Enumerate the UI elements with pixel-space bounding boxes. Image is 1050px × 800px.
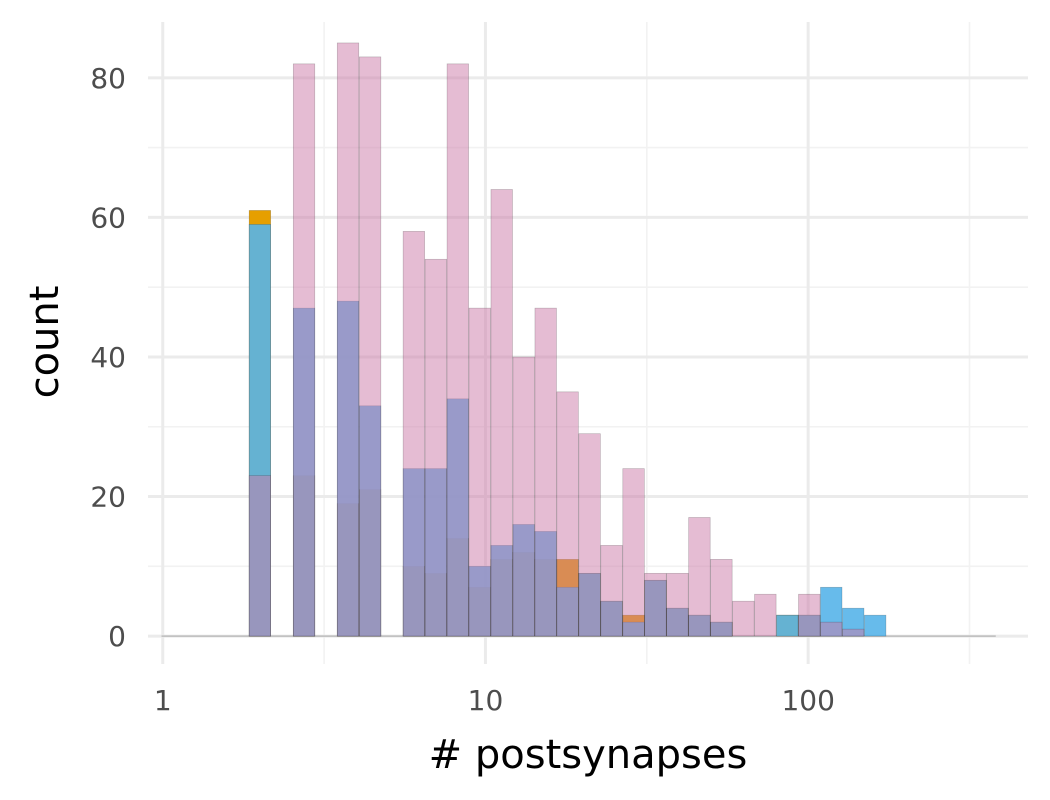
histogram-bar-series-3 [359,56,382,637]
y-tick-label: 0 [108,620,126,653]
histogram-bar-series-3 [468,307,491,637]
histogram-bar-series-3 [622,468,645,637]
histogram-bar-series-3 [666,572,689,637]
histogram-bar-series-3 [754,593,777,637]
histogram-bar-series-3 [490,189,513,637]
histogram-bar-series-3 [710,559,733,637]
x-tick-label: 10 [468,684,504,717]
y-tick-label: 60 [90,201,126,234]
histogram-bar-series-3 [512,356,535,637]
histogram-bar-series-3 [644,572,667,637]
histogram-bar-series-3 [556,391,579,637]
histogram-bar-series-3 [578,433,601,637]
bars [248,42,887,637]
histogram-bar-series-3 [402,231,425,637]
y-tick-label: 40 [90,341,126,374]
histogram-bar-series-3 [248,475,271,637]
x-axis-title: # postsynapses [429,732,748,778]
x-tick-label: 1 [154,684,172,717]
y-axis-ticks: 0 20 40 60 80 [90,62,126,653]
histogram-bar-series-3 [688,517,711,637]
histogram-bar-series-3 [600,545,623,637]
x-axis-ticks: 1 10 100 [154,684,835,717]
y-tick-label: 80 [90,62,126,95]
histogram-bar-series-3 [292,63,316,637]
histogram-bar-series-3 [534,307,557,637]
histogram-bar-series-2 [864,614,887,637]
histogram-bar-series-3 [424,258,447,637]
histogram-bar-series-3 [798,593,821,637]
y-axis-title: count [22,286,68,399]
histogram-bar-series-2 [776,614,799,637]
histogram-bar-series-3 [820,621,843,637]
histogram-bar-series-3 [336,42,360,637]
histogram-bar-series-3 [446,63,469,637]
histogram-bar-series-3 [732,600,755,637]
y-tick-label: 20 [90,481,126,514]
histogram-bar-series-3 [842,628,865,637]
x-tick-label: 100 [781,684,834,717]
